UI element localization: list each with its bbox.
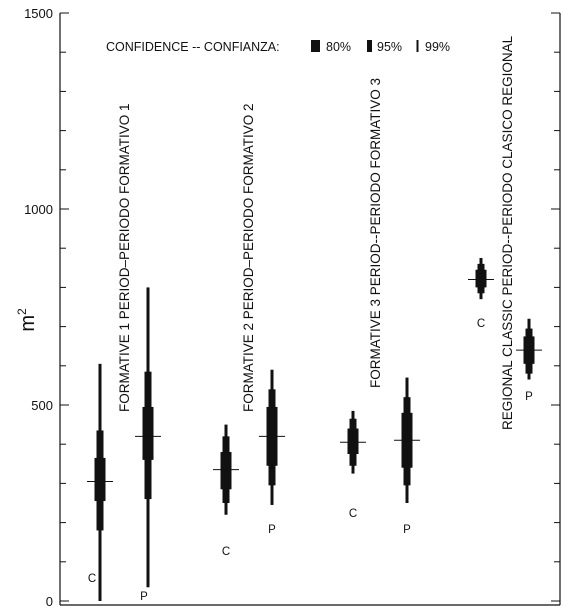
period-label-formative-2: FORMATIVE 2 PERIOD–PERIODO FORMATIVO 2 xyxy=(241,103,256,412)
legend-swatch-80 xyxy=(311,40,320,52)
period-1-c-label: C xyxy=(88,573,96,585)
period-2-c-ci80 xyxy=(220,452,232,490)
legend-swatch-95 xyxy=(367,40,372,52)
period-4-p-label: P xyxy=(525,391,533,403)
legend-label-95: 95% xyxy=(377,40,402,54)
y-tick-labels: 0 500 1000 1500 xyxy=(24,6,53,606)
period-label-formative-3: FORMATIVE 3 PERIOD--PERIODO FORMATIVO 3 xyxy=(368,78,383,388)
y-axis-label: m2 xyxy=(15,308,39,332)
period-3-c-label: C xyxy=(349,508,357,520)
period-3-c-ci80 xyxy=(347,428,359,454)
intervals xyxy=(87,258,542,601)
y-ticks xyxy=(60,12,560,602)
period-3-p-label: P xyxy=(403,524,411,536)
y-tick-label: 1000 xyxy=(24,202,53,217)
group-labels: C P C P C P C P xyxy=(88,318,533,603)
period-1-p-label: P xyxy=(140,591,148,603)
y-axis-label-main: m xyxy=(17,315,39,332)
legend-swatch-99 xyxy=(416,40,419,52)
period-4-c-label: C xyxy=(477,318,485,330)
y-axis-label-superscript: 2 xyxy=(15,308,29,315)
period-2-p-label: P xyxy=(268,524,276,536)
period-2-c-label: C xyxy=(222,546,230,558)
y-tick-label: 500 xyxy=(31,398,53,413)
y-tick-label: 1500 xyxy=(24,6,53,21)
legend-label-80: 80% xyxy=(326,40,351,54)
legend-label-99: 99% xyxy=(425,40,450,54)
legend: CONFIDENCE -- CONFIANZA: 80% 95% 99% xyxy=(106,40,450,54)
y-tick-label: 0 xyxy=(46,594,53,606)
legend-title: CONFIDENCE -- CONFIANZA: xyxy=(106,40,280,54)
period-label-formative-1: FORMATIVE 1 PERIOD–PERIODO FORMATIVO 1 xyxy=(117,103,132,412)
period-label-regional-classic: REGIONAL CLASSIC PERIOD--PERIODO CLASICO… xyxy=(500,35,515,430)
period-1-p-ci80 xyxy=(142,406,154,460)
period-1-c-ci80 xyxy=(94,457,106,502)
period-4-c-ci80 xyxy=(475,269,487,288)
